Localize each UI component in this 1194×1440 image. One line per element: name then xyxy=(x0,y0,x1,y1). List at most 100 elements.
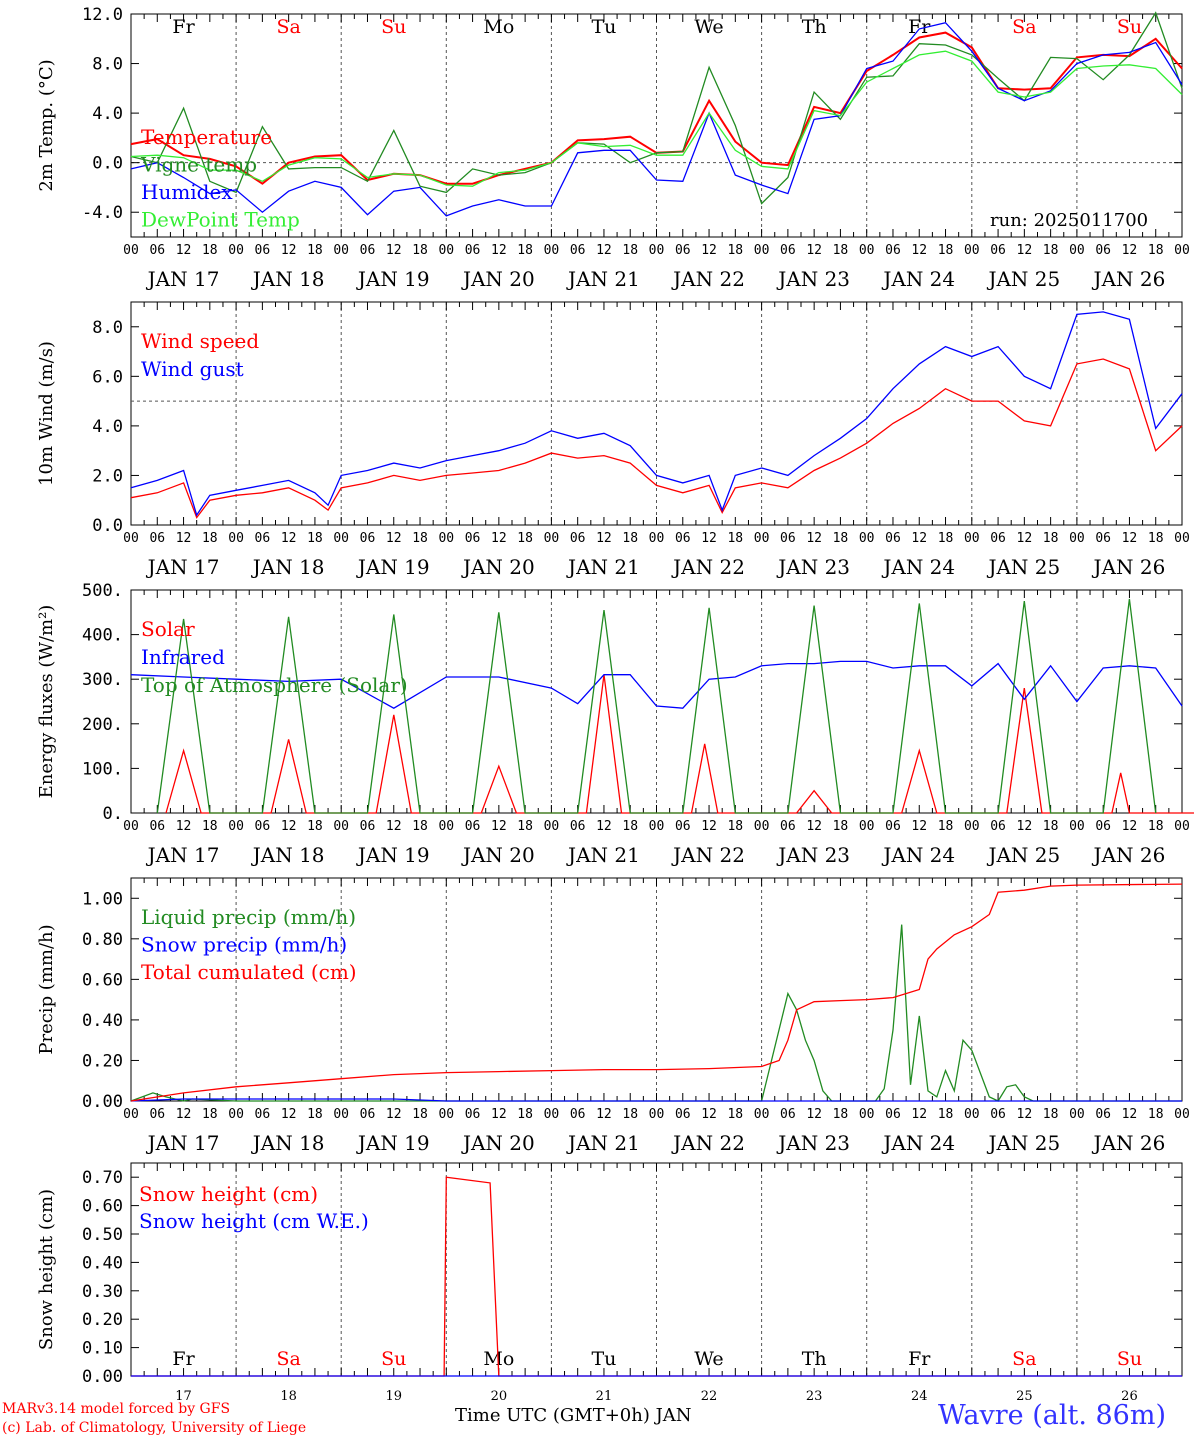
day-label: JAN 20 xyxy=(461,843,535,867)
lab-credit: (c) Lab. of Climatology, University of L… xyxy=(2,1420,307,1436)
hour-label: 06 xyxy=(149,1107,165,1122)
station-name: Wavre (alt. 86m) xyxy=(938,1400,1166,1431)
hour-label: 06 xyxy=(360,243,376,258)
hour-label: 12 xyxy=(281,531,297,546)
y-tick-label: 0. xyxy=(103,804,123,824)
legend-entry: Infrared xyxy=(141,645,225,669)
hour-label: 06 xyxy=(885,1107,901,1122)
legend-entry: Liquid precip (mm/h) xyxy=(141,905,356,929)
hour-label: 06 xyxy=(675,243,691,258)
hour-label: 00 xyxy=(438,819,454,834)
hour-label: 00 xyxy=(1069,1107,1085,1122)
hour-label: 00 xyxy=(333,1107,349,1122)
day-label: JAN 17 xyxy=(146,555,220,579)
day-name: Tu xyxy=(591,16,616,38)
hour-label: 18 xyxy=(622,243,638,258)
hour-label: 06 xyxy=(570,531,586,546)
day-name: Sa xyxy=(276,1348,300,1370)
hour-label: 06 xyxy=(780,531,796,546)
day-label: JAN 25 xyxy=(986,555,1060,579)
day-label: JAN 26 xyxy=(1092,843,1166,867)
hour-label: 12 xyxy=(491,819,507,834)
series-line xyxy=(130,311,1183,517)
y-tick-label: 8.0 xyxy=(92,318,123,338)
hour-label: 00 xyxy=(649,243,665,258)
y-tick-label: 0.00 xyxy=(82,1367,123,1387)
hour-label: 06 xyxy=(255,819,271,834)
hour-label: 18 xyxy=(727,819,743,834)
hour-label: 18 xyxy=(202,531,218,546)
hour-label: 00 xyxy=(123,819,139,834)
y-tick-label: 300. xyxy=(82,670,123,690)
plot-frame xyxy=(130,13,1183,238)
y-tick-label: 0.40 xyxy=(82,1011,123,1031)
hour-label: 18 xyxy=(202,1107,218,1122)
hour-label: 12 xyxy=(281,1107,297,1122)
hour-label: 12 xyxy=(1122,819,1138,834)
hour-label: 06 xyxy=(149,243,165,258)
day-label: JAN 24 xyxy=(881,843,955,867)
hour-label: 06 xyxy=(255,243,271,258)
day-name: Su xyxy=(1117,16,1142,38)
y-tick-label: 400. xyxy=(82,626,123,646)
hour-label: 00 xyxy=(333,819,349,834)
y-tick-label: 0.60 xyxy=(82,970,123,990)
hour-label: 06 xyxy=(360,819,376,834)
legend-entry: DewPoint Temp xyxy=(141,208,300,232)
hour-label: 12 xyxy=(1122,243,1138,258)
hour-label: 06 xyxy=(780,1107,796,1122)
legend-entry: Wind speed xyxy=(141,329,259,353)
model-credit: MARv3.14 model forced by GFS xyxy=(2,1401,231,1417)
hour-label: 18 xyxy=(938,243,954,258)
hour-label: 00 xyxy=(228,819,244,834)
hour-label: 00 xyxy=(964,1107,980,1122)
day-name: Sa xyxy=(276,16,300,38)
hour-label: 12 xyxy=(176,819,192,834)
day-number: 19 xyxy=(385,1389,402,1404)
hour-label: 00 xyxy=(123,243,139,258)
day-label: JAN 20 xyxy=(461,1131,535,1155)
hour-label: 06 xyxy=(1095,819,1111,834)
series-line xyxy=(130,21,1183,217)
y-tick-label: 0.40 xyxy=(82,1253,123,1273)
hour-label: 00 xyxy=(649,531,665,546)
legend-entry: Vigne temp xyxy=(140,153,257,177)
day-number: 17 xyxy=(175,1389,192,1404)
hour-label: 18 xyxy=(517,1107,533,1122)
day-label: JAN 22 xyxy=(671,1131,745,1155)
hour-label: 18 xyxy=(1148,243,1164,258)
hour-label: 18 xyxy=(1043,1107,1059,1122)
day-name: Fr xyxy=(172,16,195,38)
day-name: Su xyxy=(381,16,406,38)
hour-label: 12 xyxy=(806,531,822,546)
hour-label: 18 xyxy=(412,531,428,546)
y-tick-label: 4.0 xyxy=(92,417,123,437)
day-name: Th xyxy=(802,1348,827,1370)
day-number: 21 xyxy=(596,1389,613,1404)
hour-label: 06 xyxy=(885,819,901,834)
hour-label: 06 xyxy=(465,819,481,834)
y-tick-label: 0.50 xyxy=(82,1225,123,1245)
hour-label: 06 xyxy=(990,819,1006,834)
hour-label: 18 xyxy=(1043,819,1059,834)
legend-entry: Total cumulated (cm) xyxy=(141,960,357,984)
hour-label: 18 xyxy=(622,1107,638,1122)
hour-label: 00 xyxy=(228,243,244,258)
y-tick-label: 0.70 xyxy=(82,1168,123,1188)
hour-label: 12 xyxy=(281,243,297,258)
hour-label: 18 xyxy=(1148,1107,1164,1122)
day-number: 26 xyxy=(1121,1389,1138,1404)
plot-frame xyxy=(130,589,1183,814)
run-label: run: 2025011700 xyxy=(990,210,1149,231)
hour-label: 18 xyxy=(202,243,218,258)
day-label: JAN 23 xyxy=(776,555,850,579)
hour-label: 00 xyxy=(1174,1107,1190,1122)
hour-label: 06 xyxy=(465,243,481,258)
hour-label: 12 xyxy=(176,243,192,258)
series-line xyxy=(130,31,1183,185)
hour-label: 00 xyxy=(438,531,454,546)
hour-label: 00 xyxy=(438,243,454,258)
hour-label: 06 xyxy=(360,531,376,546)
hour-label: 18 xyxy=(833,243,849,258)
